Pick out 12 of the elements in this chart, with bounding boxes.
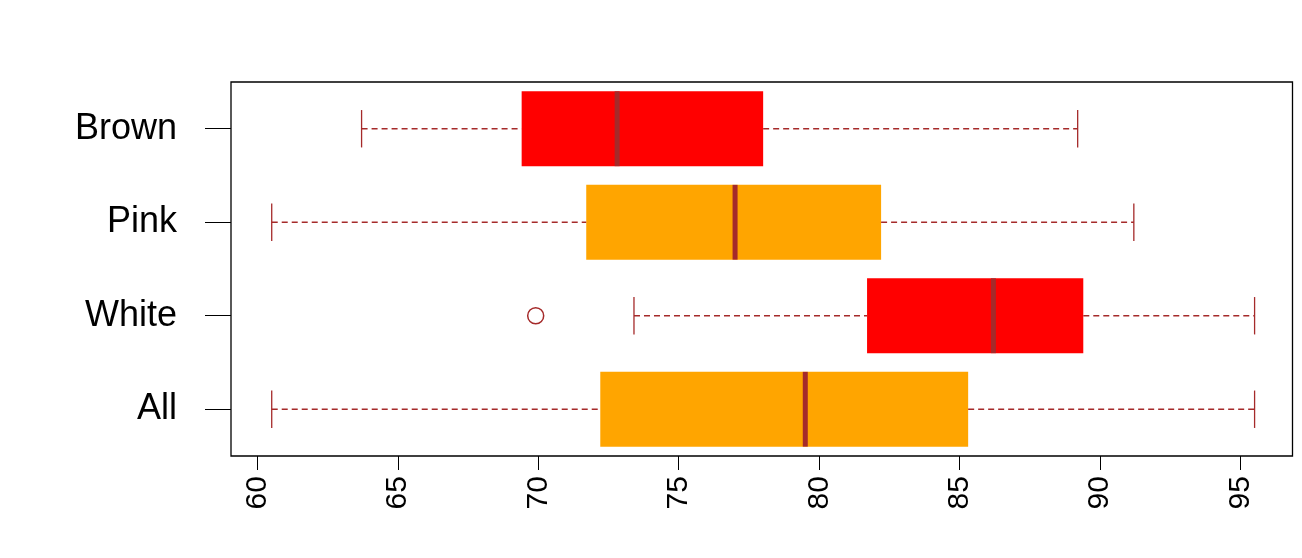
- x-tick-label: 85: [940, 476, 974, 510]
- y-tick-label: Pink: [106, 199, 178, 241]
- x-tick-label: 75: [660, 476, 694, 510]
- x-tick-label: 70: [519, 476, 553, 510]
- x-tick-label: 90: [1081, 476, 1115, 510]
- x-tick-label: 80: [800, 476, 834, 510]
- x-tick-label: 95: [1221, 476, 1255, 510]
- y-tick-label: Brown: [74, 105, 177, 147]
- x-tick-label: 60: [238, 476, 272, 510]
- y-tick-label: White: [84, 292, 177, 334]
- x-tick-label: 65: [379, 476, 413, 510]
- y-tick-label: All: [136, 386, 177, 428]
